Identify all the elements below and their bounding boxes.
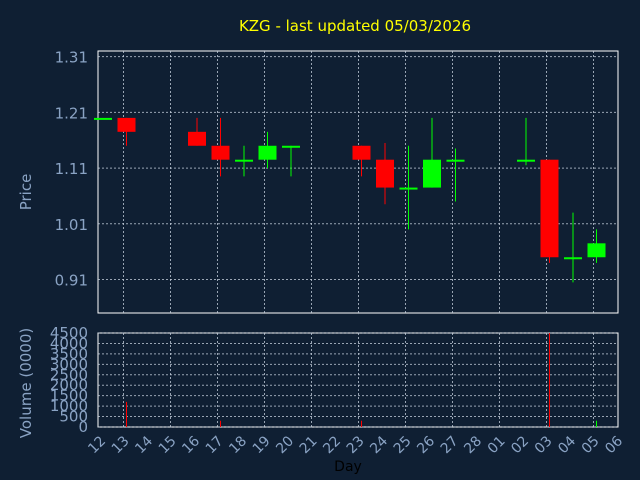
candle-body — [564, 257, 582, 260]
volume-tick-label: 3000 — [50, 355, 88, 373]
volume-tick-label: 1000 — [50, 397, 88, 415]
candle-body — [211, 145, 230, 160]
price-plot-area — [97, 50, 619, 314]
x-tick-label: 18 — [226, 433, 250, 457]
candle-26 — [423, 117, 441, 188]
candle-12 — [94, 117, 112, 120]
x-tick-label: 03 — [532, 433, 556, 457]
candle-body — [540, 159, 559, 258]
chart-title: KZG - last updated 05/03/2026 — [239, 17, 471, 35]
candle-03 — [540, 159, 559, 263]
volume-grid — [98, 332, 618, 428]
candle-body — [94, 117, 112, 120]
candle-05 — [587, 229, 606, 263]
candle-16 — [188, 117, 206, 146]
x-tick-label: 14 — [132, 433, 156, 457]
x-tick-label: 05 — [579, 433, 603, 457]
volume-plot-area — [97, 332, 619, 428]
x-tick-label: 15 — [156, 433, 180, 457]
candle-24 — [376, 142, 394, 205]
price-tick-label: 1.11 — [55, 160, 88, 178]
candle-20 — [282, 145, 300, 177]
volume-bars — [126, 333, 597, 427]
x-tick-label: 04 — [555, 433, 579, 457]
x-tick-label: 25 — [391, 433, 415, 457]
candle-body — [258, 145, 277, 160]
price-tick-label: 0.91 — [55, 272, 88, 290]
candle-body — [352, 145, 371, 160]
price-axis-label: Price — [17, 174, 35, 211]
volume-tick-label: 0 — [78, 418, 88, 436]
candle-27 — [446, 148, 465, 202]
x-tick-labels: 12 13 14 15 16 17 18 19 20 21 22 23 24 25 26 27 28 01 02 03… — [85, 433, 626, 457]
x-tick-label: 23 — [344, 433, 368, 457]
x-tick-label: 06 — [602, 433, 626, 457]
volume-axis-label: Volume (0000) — [17, 328, 35, 438]
volume-tick-label: 2500 — [50, 366, 88, 384]
x-tick-label: 19 — [250, 433, 274, 457]
volume-tick-label: 1500 — [50, 387, 88, 405]
volume-tick-label: 500 — [59, 408, 88, 426]
x-tick-label: 24 — [367, 433, 391, 457]
candle-body — [587, 243, 606, 258]
x-tick-label: 16 — [179, 433, 203, 457]
volume-tick-label: 3500 — [50, 345, 88, 363]
candle-body — [517, 159, 535, 162]
x-tick-label: 27 — [438, 433, 462, 457]
candle-02 — [517, 117, 535, 166]
x-axis-label: Day — [334, 459, 362, 475]
x-tick-label: 12 — [85, 433, 109, 457]
candle-04 — [564, 212, 582, 283]
x-tick-label: 21 — [297, 433, 321, 457]
x-tick-label: 13 — [109, 433, 133, 457]
x-tick-label: 26 — [414, 433, 438, 457]
price-tick-label: 1.01 — [55, 216, 88, 234]
price-tick-labels: 0.91 1.01 1.11 1.21 1.31 — [55, 49, 88, 290]
candle-body — [376, 159, 394, 188]
candle-body — [423, 159, 441, 188]
candle-23 — [352, 145, 371, 177]
x-tick-label: 28 — [461, 433, 485, 457]
candle-body — [117, 117, 136, 132]
volume-tick-label: 2000 — [50, 376, 88, 394]
candle-13 — [117, 117, 136, 146]
candles — [94, 117, 606, 283]
candle-body — [235, 159, 253, 162]
candle-18 — [235, 145, 253, 177]
x-tick-label: 01 — [485, 433, 509, 457]
volume-tick-label: 4000 — [50, 334, 88, 352]
candle-body — [399, 187, 418, 190]
candle-body — [188, 131, 206, 146]
volume-tick-label: 4500 — [50, 324, 88, 342]
price-grid — [98, 51, 618, 313]
price-tick-label: 1.21 — [55, 104, 88, 122]
price-tick-label: 1.31 — [55, 49, 88, 67]
candle-25 — [399, 145, 418, 230]
x-tick-label: 17 — [203, 433, 227, 457]
x-tick-label: 20 — [273, 433, 297, 457]
x-tick-label: 02 — [508, 433, 532, 457]
candle-19 — [258, 131, 277, 169]
candle-body — [446, 159, 465, 162]
x-tick-label: 22 — [320, 433, 344, 457]
candle-body — [282, 145, 300, 148]
candle-17 — [211, 117, 230, 177]
